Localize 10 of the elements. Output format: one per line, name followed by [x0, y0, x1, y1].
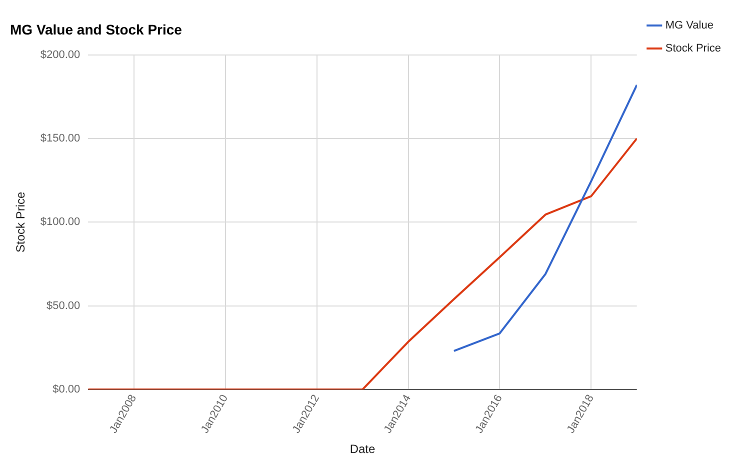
y-tick-label: $0.00 — [52, 383, 80, 396]
legend-label: MG Value — [665, 20, 714, 32]
y-axis-title: Stock Price — [14, 191, 28, 252]
y-tick-label: $100.00 — [40, 216, 80, 228]
legend-label: Stock Price — [665, 42, 722, 55]
y-tick-label: $150.00 — [40, 132, 80, 144]
x-axis-title: Date — [350, 442, 376, 456]
y-tick-label: $50.00 — [46, 300, 80, 312]
y-tick-label: $200.00 — [40, 48, 80, 61]
chart-title: MG Value and Stock Price — [10, 21, 182, 38]
